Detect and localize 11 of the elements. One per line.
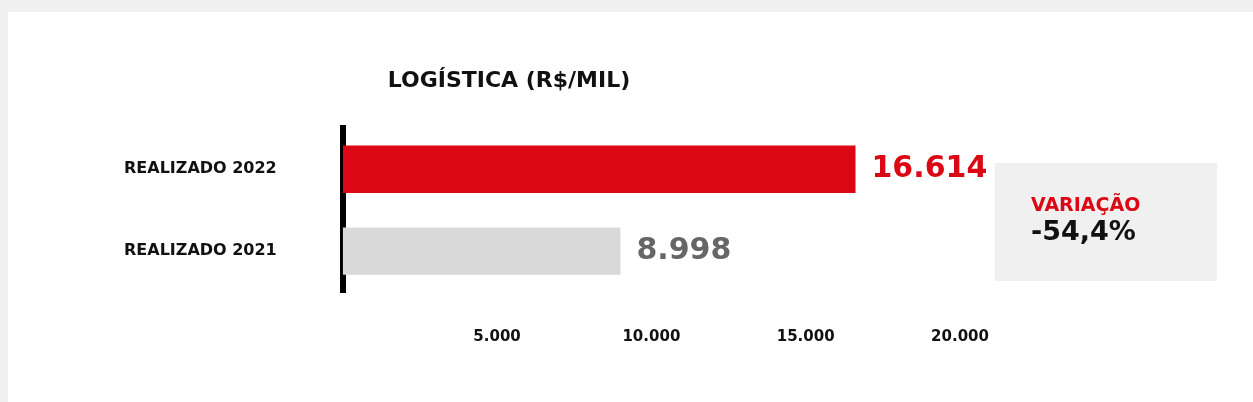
text: -54,4% (1031, 215, 1137, 246)
text: VARIAÇÃO (1031, 193, 1142, 215)
x-tick-label: 5.000 (473, 326, 521, 345)
x-tick-label: 10.000 (622, 326, 681, 345)
x-tick-label: 15.000 (776, 326, 835, 345)
y-tick-label: REALIZADO 2022 (124, 158, 277, 178)
x-tick-label: 20.000 (931, 326, 989, 345)
chart-title: LOGÍSTICA (R$/MIL) (387, 66, 631, 92)
data-label: 16.614 (871, 149, 988, 185)
data-label: 8.998 (636, 230, 732, 266)
y-tick-label: REALIZADO 2021 (124, 240, 277, 260)
